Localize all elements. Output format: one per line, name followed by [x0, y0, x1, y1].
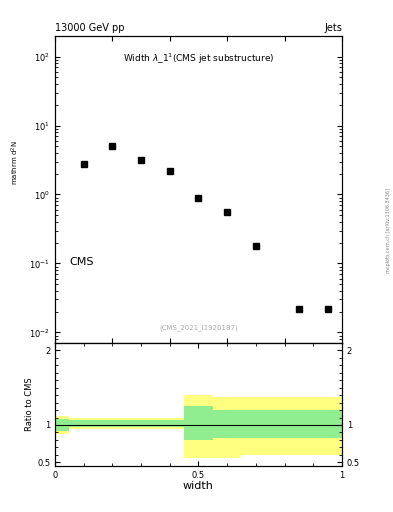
Y-axis label: mathrm d$^2$N
mathrm d $p_T$mathrm d lambda: mathrm d$^2$N mathrm d $p_T$mathrm d lam…: [0, 511, 1, 512]
Text: Width $\lambda\_1^1$(CMS jet substructure): Width $\lambda\_1^1$(CMS jet substructur…: [123, 51, 274, 66]
Text: mathrm d$^2$N: mathrm d$^2$N: [10, 140, 21, 185]
Y-axis label: Ratio to CMS: Ratio to CMS: [25, 378, 34, 431]
X-axis label: width: width: [183, 481, 214, 491]
Text: (CMS_2021_I1920187): (CMS_2021_I1920187): [159, 325, 238, 331]
Text: 13000 GeV pp: 13000 GeV pp: [55, 23, 125, 33]
Text: mcplots.cern.ch [arXiv:1306.3436]: mcplots.cern.ch [arXiv:1306.3436]: [386, 188, 391, 273]
Text: CMS: CMS: [70, 257, 94, 267]
Text: Jets: Jets: [324, 23, 342, 33]
